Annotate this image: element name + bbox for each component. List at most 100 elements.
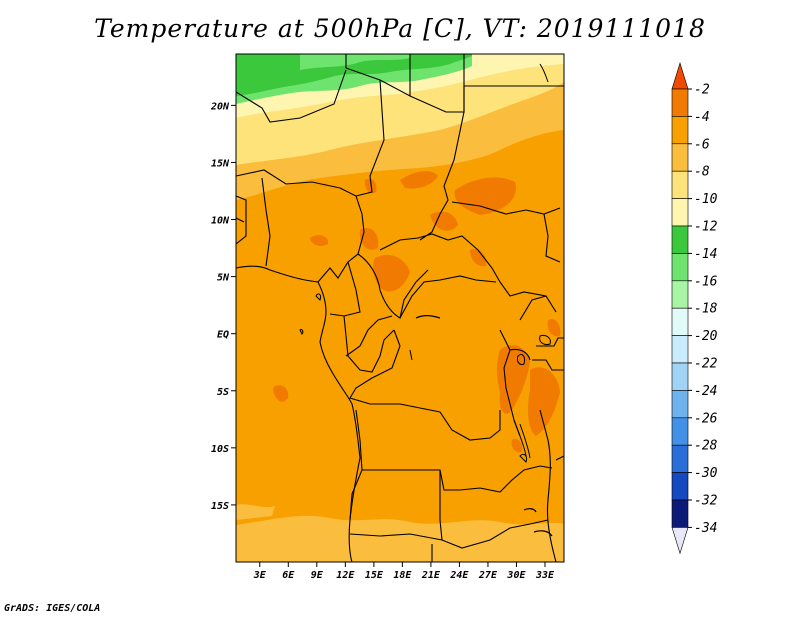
border (519, 295, 547, 321)
warm-patch (359, 228, 379, 250)
border (343, 315, 395, 373)
border (509, 348, 531, 361)
colorbar-label: -32 (694, 494, 718, 509)
colorbar-swatch (671, 472, 689, 501)
map-field (236, 54, 564, 562)
warm-patch (310, 235, 329, 246)
y-tick-label: 20N (210, 101, 230, 112)
y-tick-label: 15S (211, 501, 229, 512)
colorbar-label: -4 (694, 110, 710, 125)
x-tick-label: 6E (282, 570, 295, 581)
y-tick-label: 5N (217, 273, 230, 284)
colorbar-label: -26 (694, 411, 718, 426)
x-tick-label: 12E (336, 570, 355, 581)
lake (299, 329, 304, 335)
border (329, 261, 361, 317)
colorbar-swatch (671, 88, 689, 117)
border (345, 315, 393, 357)
field-south-band (236, 515, 564, 562)
colorbar-swatch (671, 335, 689, 364)
x-axis: 3E 6E 9E 12E 15E 18E 21E 24E 27E 30E 33E (253, 562, 555, 581)
colorbar-top-arrow (671, 61, 689, 90)
x-tick-label: 3E (253, 570, 267, 581)
y-tick-label: 5S (217, 387, 229, 398)
footer-credit: GrADS: IGES/COLA (4, 603, 101, 614)
border (399, 275, 497, 319)
warm-patch (497, 345, 530, 414)
colorbar-swatch (671, 253, 689, 282)
border (349, 329, 501, 441)
border (451, 201, 561, 215)
x-tick-label: 18E (393, 570, 412, 581)
border (355, 79, 385, 197)
colorbar-swatch (671, 390, 689, 419)
colorbar-label: -6 (694, 137, 710, 152)
x-tick-label: 27E (478, 570, 498, 581)
warm-patch (547, 319, 561, 337)
colorbar-swatch (671, 116, 689, 145)
colorbar: -2 -4 -6 -8 -10 -12 -14 -16 -18 -20 -22 -24 -26 -28 -3… (671, 61, 718, 555)
border (236, 195, 247, 245)
colorbar-swatch (671, 307, 689, 336)
colorbar-bottom-arrow (671, 527, 689, 555)
colorbar-swatch (671, 499, 689, 528)
colorbar-label: -14 (694, 247, 717, 262)
field-band-minus16 (300, 54, 410, 70)
colorbar-swatch (671, 198, 689, 227)
x-tick-label: 21E (421, 570, 441, 581)
colorbar-label: -22 (694, 357, 718, 372)
field-band-minus14 (236, 54, 472, 96)
border (379, 233, 557, 313)
colorbar-label: -18 (694, 302, 718, 317)
lake (519, 453, 527, 463)
colorbar-label: -24 (694, 384, 717, 399)
border (236, 169, 365, 283)
border (539, 409, 549, 441)
lake (315, 293, 321, 301)
colorbar-label: -8 (694, 165, 710, 180)
border (439, 470, 443, 541)
colorbar-label: -30 (694, 466, 718, 481)
warm-patch (373, 254, 410, 292)
lake (539, 335, 551, 345)
warm-patch (528, 367, 560, 436)
colorbar-swatch (671, 417, 689, 446)
x-tick-label: 30E (506, 570, 526, 581)
colorbar-swatch (671, 170, 689, 199)
warm-patch (430, 211, 458, 231)
lake (517, 353, 525, 365)
warm-patch (400, 171, 438, 189)
colorbar-label: -12 (694, 220, 718, 235)
y-tick-label: 10S (211, 444, 229, 455)
y-axis: 20N 15N 10N 5N EQ 5S 10S 15S (210, 101, 236, 512)
warm-patch (454, 177, 516, 215)
warm-patch (273, 385, 289, 402)
colorbar-swatch (671, 444, 689, 473)
x-tick-label: 9E (311, 570, 324, 581)
map-frame (235, 53, 565, 563)
y-tick-label: 10N (211, 216, 230, 227)
lake (409, 349, 413, 361)
colorbar-swatch (671, 225, 689, 254)
x-tick-label: 24E (449, 570, 469, 581)
warm-patch (511, 438, 523, 453)
warm-patch (364, 178, 377, 194)
border (236, 217, 245, 223)
y-tick-label: 15N (211, 158, 230, 169)
lake (523, 508, 537, 513)
field-south-band-2 (236, 504, 275, 520)
lake (513, 419, 531, 459)
colorbar-label: -2 (694, 83, 710, 98)
border (349, 519, 549, 549)
lake (539, 63, 549, 83)
colorbar-swatch (671, 362, 689, 391)
warm-patches (273, 171, 561, 453)
y-tick-label: EQ (217, 330, 229, 341)
colorbar-label: -34 (694, 521, 717, 536)
warm-patch (470, 248, 487, 267)
border (532, 359, 564, 371)
x-tick-label: 33E (535, 570, 555, 581)
border (546, 439, 557, 562)
lake (415, 315, 441, 319)
